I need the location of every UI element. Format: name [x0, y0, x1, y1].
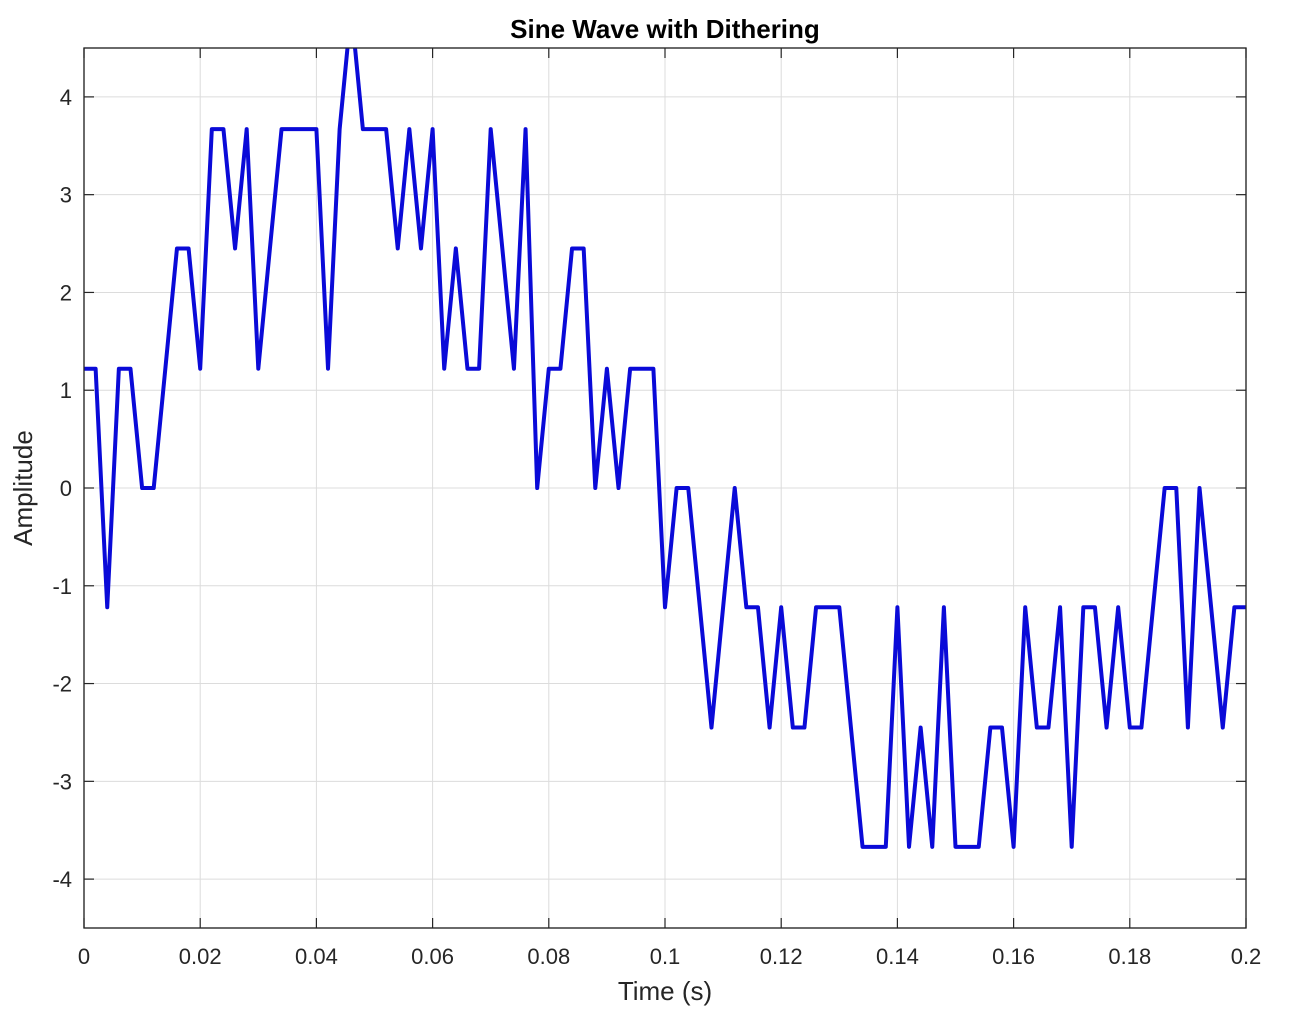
x-tick-label: 0.16 [992, 944, 1035, 969]
x-axis-label: Time (s) [618, 976, 712, 1006]
x-tick-label: 0.06 [411, 944, 454, 969]
y-tick-label: 2 [60, 280, 72, 305]
y-tick-label: -3 [52, 769, 72, 794]
y-axis-label: Amplitude [8, 430, 38, 546]
y-tick-label: -1 [52, 574, 72, 599]
y-tick-label: 4 [60, 85, 72, 110]
x-tick-label: 0.1 [650, 944, 681, 969]
y-tick-label: -2 [52, 672, 72, 697]
y-tick-label: -4 [52, 867, 72, 892]
y-tick-label: 3 [60, 183, 72, 208]
grid-layer [84, 48, 1246, 928]
chart-title: Sine Wave with Dithering [510, 14, 820, 44]
tick-layer: 0 0.02 0.04 0.06 0.08 0.1 0.12 0.14 0.16 0.18 0.2 4… [52, 48, 1261, 969]
x-tick-label: 0.14 [876, 944, 919, 969]
x-tick-label: 0 [78, 944, 90, 969]
series-line [84, 48, 1246, 849]
x-tick-label: 0.2 [1231, 944, 1262, 969]
x-tick-label: 0.12 [760, 944, 803, 969]
x-tick-label: 0.02 [179, 944, 222, 969]
x-tick-label: 0.18 [1108, 944, 1151, 969]
x-tick-label: 0.08 [527, 944, 570, 969]
y-tick-label: 0 [60, 476, 72, 501]
x-tick-label: 0.04 [295, 944, 338, 969]
y-tick-label: 1 [60, 378, 72, 403]
series-layer [84, 48, 1246, 849]
